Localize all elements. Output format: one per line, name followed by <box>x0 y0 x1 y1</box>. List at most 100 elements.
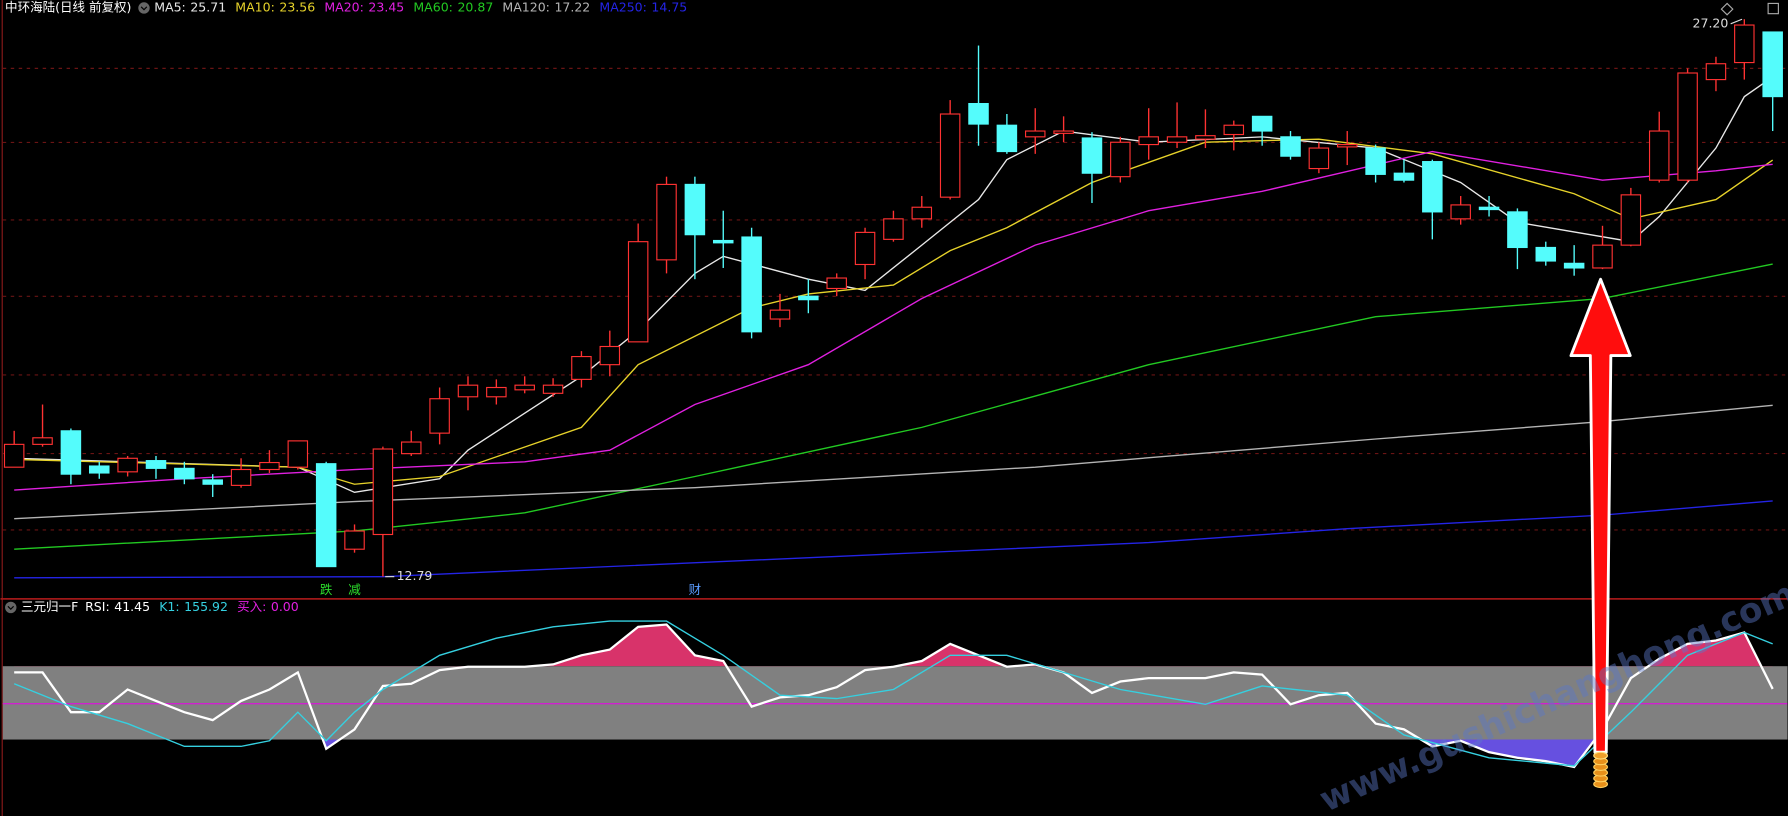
candle-body <box>769 309 791 320</box>
candle-body <box>1280 136 1301 157</box>
candle-body <box>1251 115 1273 132</box>
candle-body <box>1081 137 1103 174</box>
legend-value: 0.00 <box>271 599 299 614</box>
candle-body <box>996 124 1018 153</box>
candle-body <box>372 448 394 536</box>
candle-body <box>1677 72 1698 181</box>
moving-average <box>14 263 1773 550</box>
candle-body <box>89 465 110 474</box>
candle-body <box>1336 144 1358 148</box>
menu-icon <box>5 601 17 614</box>
legend-name: MA250: <box>599 0 646 14</box>
high-label: 27.20 <box>1693 15 1729 30</box>
legend-value: 155.92 <box>184 599 228 614</box>
legend-value: 23.45 <box>368 0 404 14</box>
icon-diamond[interactable] <box>1720 2 1734 16</box>
candle-body <box>457 384 479 398</box>
candle-body <box>939 113 961 198</box>
menu-icon-chevron <box>7 605 15 610</box>
indicator-title: 三元归一F <box>21 599 78 614</box>
candle-body <box>1648 130 1670 181</box>
candle-body <box>571 355 592 380</box>
candle-body <box>968 102 989 125</box>
legend-value: 14.75 <box>651 0 687 14</box>
arrow <box>1569 277 1632 754</box>
legend-name: MA10: <box>235 0 275 14</box>
window-icons <box>1720 2 1779 16</box>
candle-body <box>486 386 507 398</box>
overbought-fill <box>531 624 1762 667</box>
low-label: 12.79 <box>397 568 433 583</box>
legend-name: MA60: <box>413 0 453 14</box>
price-panel: 27.20 12.79 跌减 财 <box>3 15 1783 597</box>
candle-body <box>514 384 535 391</box>
legend-name: MA5: <box>154 0 186 14</box>
candle-body <box>798 295 819 301</box>
candle-body <box>1507 211 1528 249</box>
candle-body <box>656 183 677 261</box>
legend-value: 41.45 <box>114 599 150 614</box>
legend-name: MA20: <box>324 0 364 14</box>
candle-body <box>883 218 904 240</box>
candle-body <box>1110 141 1131 178</box>
legend-name: 买入: <box>237 599 266 614</box>
indicator-line <box>13 620 1773 767</box>
candle-body <box>826 277 847 290</box>
candle-body <box>1762 31 1783 98</box>
coin <box>1593 751 1608 760</box>
candle-body <box>1563 262 1585 269</box>
candle-body <box>741 236 762 333</box>
candle-body <box>145 460 167 469</box>
candle-body <box>1478 206 1500 211</box>
candle-body <box>1053 130 1074 134</box>
candle-body <box>202 479 223 485</box>
candle-body <box>1450 204 1471 220</box>
indicator-panel <box>2 620 1788 769</box>
legend-name: RSI: <box>85 599 110 614</box>
indicator-line <box>14 623 1774 769</box>
candle-body <box>854 231 876 266</box>
candle-body <box>1223 124 1245 136</box>
candle-body <box>684 183 706 236</box>
high-pointer <box>1730 18 1743 25</box>
candle-body <box>1308 147 1330 170</box>
legend-name: MA120: <box>502 0 549 14</box>
candle-body <box>401 441 422 455</box>
candle-body <box>1166 136 1188 143</box>
candle-body <box>1195 135 1216 140</box>
candle-body <box>1592 244 1613 269</box>
candle-body <box>117 457 138 473</box>
candle-body <box>60 430 82 475</box>
candle-body <box>287 440 309 468</box>
legend-value: 17.22 <box>554 0 590 14</box>
candle-body <box>1620 194 1642 246</box>
candle-body <box>1705 63 1727 81</box>
moving-average <box>14 150 1773 491</box>
candle-body <box>911 206 933 220</box>
chart-title: 中环海陆(日线 前复权) <box>5 0 131 14</box>
candle-body <box>627 241 649 343</box>
candle-body <box>1422 161 1443 213</box>
menu-icon-chevron <box>140 6 148 11</box>
candle-body <box>344 530 365 550</box>
event-marker: 财 <box>689 582 702 597</box>
candle-body <box>429 398 450 434</box>
candle-body <box>542 384 564 394</box>
candle-body <box>1024 130 1046 138</box>
candle-body <box>1138 136 1159 146</box>
legend-value: 25.71 <box>190 0 226 14</box>
candle-body <box>32 437 53 445</box>
event-marker: 跌 <box>320 582 333 597</box>
legend-name: K1: <box>159 599 179 614</box>
candle-body <box>599 345 621 366</box>
event-marker: 减 <box>348 582 361 597</box>
candle-body <box>1365 147 1386 175</box>
candle-body <box>1535 246 1557 262</box>
legend-value: 20.87 <box>457 0 493 14</box>
candle-body <box>315 463 337 568</box>
menu-icon <box>138 2 150 14</box>
candle-body <box>3 443 25 468</box>
icon-square[interactable] <box>1767 2 1779 15</box>
